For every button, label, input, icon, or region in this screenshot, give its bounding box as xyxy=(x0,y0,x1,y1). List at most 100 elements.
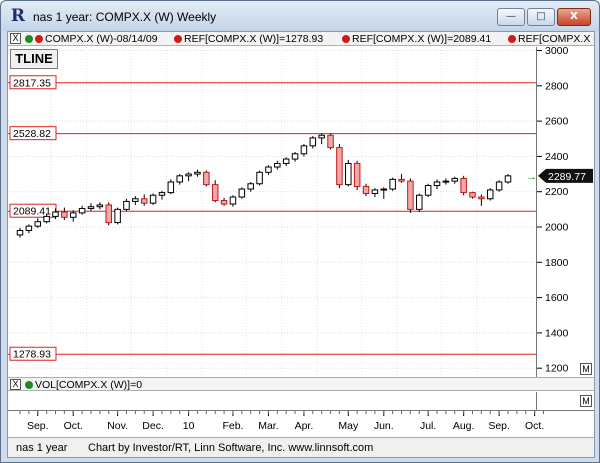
price-axis-label: 2200 xyxy=(545,186,569,198)
volume-legend: X VOL[COMPX.X (W)]=0 xyxy=(8,377,594,391)
ref-line-label-box xyxy=(9,126,57,141)
candle-up xyxy=(495,181,503,191)
red-dot-icon xyxy=(342,35,350,43)
price-axis-label: 1400 xyxy=(545,327,569,339)
date-axis-label: Mar. xyxy=(258,420,278,432)
candle-up xyxy=(247,183,254,190)
price-plot[interactable]: 2817.35 2528.82 2089.41 1278.93 → xyxy=(8,47,537,377)
status-chart-name: nas 1 year xyxy=(16,442,68,454)
volume-axis-m-box[interactable]: M xyxy=(580,395,592,407)
candle-up xyxy=(238,188,246,198)
price-axis-label: 2400 xyxy=(545,151,569,163)
candle-up xyxy=(274,162,281,168)
candle-up xyxy=(176,175,183,183)
legend-item-price[interactable]: COMPX.X (W)-08/14/09 xyxy=(25,33,158,45)
red-dot-icon xyxy=(35,35,43,43)
candle-up xyxy=(16,230,24,236)
candle-down xyxy=(211,184,219,202)
legend-item-volume[interactable]: VOL[COMPX.X (W)]=0 xyxy=(25,379,142,391)
candle-up xyxy=(78,207,86,214)
candle-down xyxy=(407,180,414,210)
price-axis-m-box[interactable]: M xyxy=(580,363,592,375)
red-dot-icon xyxy=(174,35,182,43)
date-axis-label: 10 xyxy=(183,420,195,432)
legend-item-ref-2[interactable]: REF[COMPX.X (W)]=2089.41 xyxy=(342,33,491,45)
legend-item-ref-3[interactable]: REF[COMPX.X (W) xyxy=(508,33,594,45)
legend-item-ref-1[interactable]: REF[COMPX.X (W)]=1278.93 xyxy=(174,33,323,45)
candle-up xyxy=(123,200,130,210)
price-axis-label: 1200 xyxy=(545,363,569,375)
date-axis[interactable]: Sep. Oct. Nov. Dec. 10 Feb. Mar. Apr. May Jun. Jul… xyxy=(8,410,594,437)
maximize-button[interactable]: □ xyxy=(527,8,555,26)
candle-up xyxy=(167,181,175,194)
date-axis-svg: Sep. Oct. Nov. Dec. 10 Feb. Mar. Apr. May Jun. Jul… xyxy=(19,411,544,432)
candle-up xyxy=(43,215,50,223)
candle-up xyxy=(69,212,77,218)
candle-down xyxy=(220,200,228,205)
date-axis-label: Oct. xyxy=(64,420,83,432)
candle-up xyxy=(282,158,290,164)
candle-up xyxy=(318,134,325,139)
candle-down xyxy=(460,177,467,194)
current-price-tag xyxy=(538,168,593,183)
candle-up xyxy=(256,171,263,185)
close-pane-box[interactable]: X xyxy=(10,33,21,44)
date-axis-label: Jul. xyxy=(420,420,436,432)
candle-up xyxy=(424,185,432,196)
date-axis-label: Dec. xyxy=(142,420,164,432)
minimize-button[interactable]: — xyxy=(497,8,525,26)
price-axis-label: 1800 xyxy=(545,257,569,269)
price-axis-svg: 3000 2800 2600 2400 2200 2000 1800 1600 1400 1200… xyxy=(537,45,593,375)
candle-up xyxy=(229,196,237,205)
candle-up xyxy=(87,206,95,209)
candle-up xyxy=(132,198,139,202)
tline-button[interactable]: TLINE xyxy=(10,49,58,69)
candle-up xyxy=(34,221,41,227)
title-bar[interactable]: R nas 1 year: COMPX.X (W) Weekly — □ X xyxy=(1,1,599,31)
price-axis-label: 2600 xyxy=(545,116,569,128)
date-axis-label: Aug. xyxy=(453,420,475,432)
candle-up xyxy=(389,178,396,190)
window-title: nas 1 year: COMPX.X (W) Weekly xyxy=(33,10,217,24)
candle-up xyxy=(114,208,121,224)
ref-line-label: 2817.35 xyxy=(13,77,51,89)
volume-plot[interactable] xyxy=(8,392,536,410)
date-axis-label: Oct. xyxy=(525,420,544,432)
candle-down xyxy=(398,178,405,182)
date-axis-label: Apr. xyxy=(295,420,314,432)
ref-line-label: 2089.41 xyxy=(13,206,51,218)
candle-up xyxy=(416,194,423,210)
candle-down xyxy=(469,192,476,198)
status-bar: nas 1 year Chart by Investor/RT, Linn So… xyxy=(8,437,594,457)
candle-down xyxy=(478,196,485,200)
candle-down xyxy=(105,204,112,224)
candle-up xyxy=(291,153,299,160)
date-axis-label: Feb. xyxy=(222,420,243,432)
volume-axis[interactable]: M xyxy=(536,392,594,410)
candle-down xyxy=(327,134,334,149)
candle-up xyxy=(451,177,459,182)
price-axis[interactable]: 3000 2800 2600 2400 2200 2000 1800 1600 1400 1200… xyxy=(536,45,594,377)
price-axis-label: 2800 xyxy=(545,80,569,92)
candle-up xyxy=(265,166,272,173)
candle-up xyxy=(25,225,33,232)
date-axis-label: Jun. xyxy=(374,420,394,432)
ref-line-label-box xyxy=(9,75,57,90)
current-price-arrow-icon: → xyxy=(526,171,536,183)
date-axis-label: Nov. xyxy=(107,420,128,432)
ref-line-label-box xyxy=(9,203,57,218)
candle-down xyxy=(362,185,370,194)
candle-up xyxy=(487,189,494,200)
price-axis-label: 1600 xyxy=(545,292,569,304)
candle-up xyxy=(158,192,166,196)
candle-down xyxy=(336,147,343,186)
investor-rt-logo-icon: R xyxy=(10,6,26,26)
close-button[interactable]: X xyxy=(557,8,591,26)
candle-up xyxy=(300,145,308,155)
candle-up xyxy=(96,204,104,208)
green-dot-icon xyxy=(25,35,33,43)
candle-up xyxy=(185,173,192,177)
close-volume-pane-box[interactable]: X xyxy=(10,379,21,390)
ref-line-label-box xyxy=(9,346,57,361)
